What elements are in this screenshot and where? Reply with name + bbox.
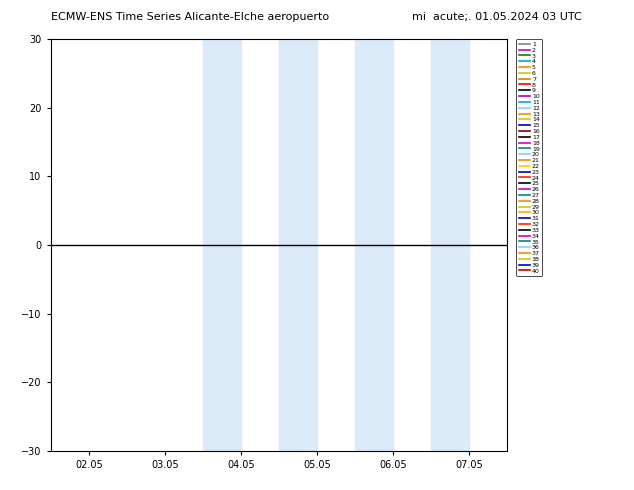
Bar [431, 39, 469, 451]
Legend: 1, 2, 3, 4, 5, 6, 7, 8, 9, 10, 11, 12, 13, 14, 15, 16, 17, 18, 19, 20, 21, 22, 2: 1, 2, 3, 4, 5, 6, 7, 8, 9, 10, 11, 12, 1… [516, 39, 543, 276]
Bar [279, 39, 317, 451]
Bar [355, 39, 393, 451]
Text: mi  acute;. 01.05.2024 03 UTC: mi acute;. 01.05.2024 03 UTC [412, 12, 582, 22]
Text: ECMW-ENS Time Series Alicante-Elche aeropuerto: ECMW-ENS Time Series Alicante-Elche aero… [51, 12, 329, 22]
Bar [203, 39, 241, 451]
